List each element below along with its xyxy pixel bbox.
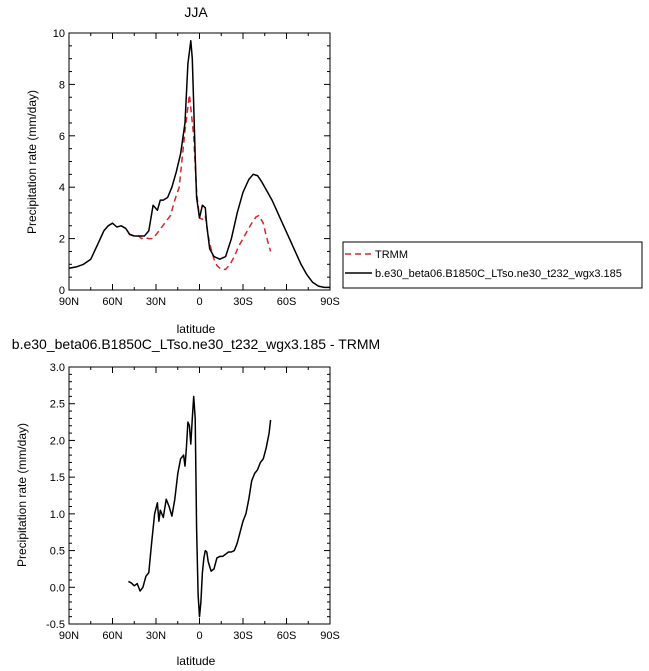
- legend: TRMM b.e30_beta06.B1850C_LTso.ne30_t232_…: [342, 241, 643, 289]
- bottom-x-tick-label: 90N: [59, 630, 79, 642]
- bottom-x-tick-label: 0: [196, 630, 202, 642]
- bottom-x-tick-label: 30N: [146, 630, 166, 642]
- bottom-series-line-0: [128, 395, 272, 618]
- legend-label-model: b.e30_beta06.B1850C_LTso.ne30_t232_wgx3.…: [375, 268, 622, 280]
- top-x-tick-label: 0: [196, 296, 202, 308]
- top-x-tick-label: 60S: [277, 296, 297, 308]
- top-y-axis-label: Precipitation rate (mm/day): [25, 90, 39, 234]
- top-x-axis-label: latitude: [177, 322, 216, 336]
- top-y-tick-label: 6: [59, 131, 65, 143]
- top-y-tick-label: 8: [59, 79, 65, 91]
- bottom-y-tick-label: 0.0: [50, 582, 65, 594]
- bottom-chart-title: b.e30_beta06.B1850C_LTso.ne30_t232_wgx3.…: [12, 336, 380, 352]
- bottom-panel: b.e30_beta06.B1850C_LTso.ne30_t232_wgx3.…: [12, 336, 380, 668]
- bottom-x-tick-label: 60N: [102, 630, 122, 642]
- bottom-x-tick-label: 60S: [277, 630, 297, 642]
- bottom-x-tick-label: 90S: [320, 630, 340, 642]
- bottom-y-tick-label: 2.5: [50, 399, 65, 411]
- top-x-tick-label: 90S: [320, 296, 340, 308]
- top-y-tick-label: 4: [59, 182, 65, 194]
- top-plot-area: 90N 60N 30N 0 30S 60S 90S 0 2 4 6 8 10: [53, 28, 340, 308]
- legend-box: [342, 241, 643, 289]
- bottom-y-tick-label: 2.0: [50, 435, 65, 447]
- top-chart-title: JJA: [184, 4, 208, 20]
- top-y-tick-label: 0: [59, 285, 65, 297]
- top-series-line-0: [128, 93, 272, 271]
- top-plot-frame: [68, 32, 331, 291]
- bottom-plot-frame: [68, 366, 331, 625]
- top-x-tick-label: 30S: [233, 296, 253, 308]
- top-y-tick-label: 10: [53, 28, 65, 40]
- bottom-y-tick-label: 1.5: [50, 472, 65, 484]
- legend-label-trmm: TRMM: [375, 249, 408, 261]
- top-x-tick-label: 60N: [102, 296, 122, 308]
- top-x-tick-label: 30N: [146, 296, 166, 308]
- bottom-y-axis-label: Precipitation rate (mm/day): [15, 423, 29, 567]
- bottom-plot-area: 90N 60N 30N 0 30S 60S 90S -0.5 0.0 0.5 1.0 1.5 2.0 2.…: [46, 362, 340, 642]
- bottom-x-tick-label: 30S: [233, 630, 253, 642]
- bottom-y-tick-label: 0.5: [50, 546, 65, 558]
- bottom-y-tick-label: -0.5: [46, 619, 65, 631]
- bottom-x-axis-label: latitude: [177, 654, 216, 668]
- top-y-tick-label: 2: [59, 234, 65, 246]
- bottom-y-tick-label: 1.0: [50, 509, 65, 521]
- top-series-line-1: [68, 39, 330, 289]
- top-x-tick-label: 90N: [59, 296, 79, 308]
- bottom-y-tick-label: 3.0: [50, 362, 65, 374]
